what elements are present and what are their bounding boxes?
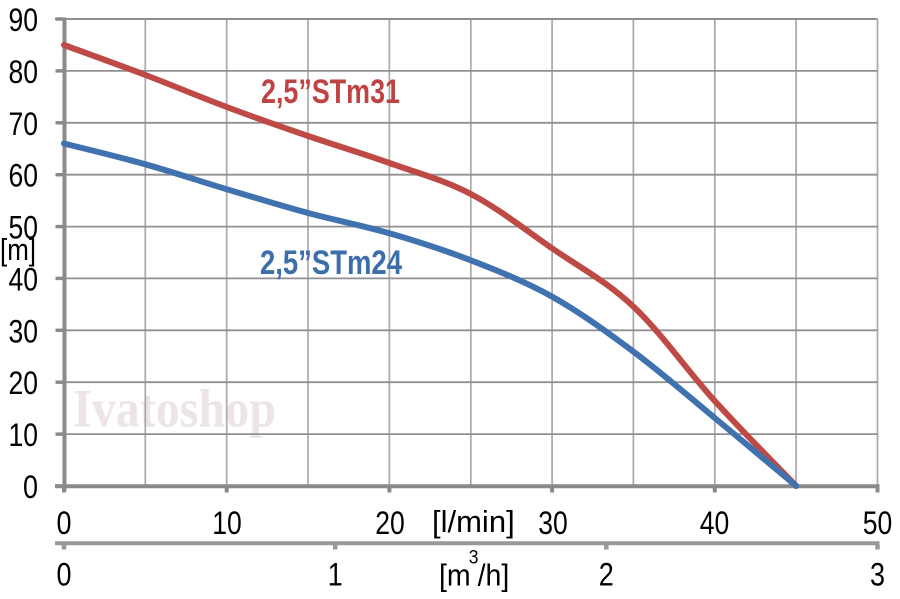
svg-text:0: 0 xyxy=(23,469,38,505)
svg-text:40: 40 xyxy=(700,505,730,541)
svg-text:20: 20 xyxy=(9,365,39,401)
svg-text:10: 10 xyxy=(212,505,242,541)
svg-text:40: 40 xyxy=(9,261,39,297)
svg-text:90: 90 xyxy=(9,2,39,38)
svg-text:50: 50 xyxy=(863,505,893,541)
svg-text:2,5”STm31: 2,5”STm31 xyxy=(261,73,400,111)
svg-text:60: 60 xyxy=(9,158,39,194)
svg-text:2,5”STm24: 2,5”STm24 xyxy=(260,244,402,282)
svg-text:[m]: [m] xyxy=(0,232,36,267)
svg-text:50: 50 xyxy=(9,210,39,246)
svg-text:70: 70 xyxy=(9,106,39,142)
svg-text:[l/min]: [l/min] xyxy=(432,504,515,539)
svg-text:0: 0 xyxy=(57,557,72,593)
svg-text:30: 30 xyxy=(538,505,568,541)
svg-text:30: 30 xyxy=(9,313,39,349)
svg-text:3: 3 xyxy=(870,557,885,593)
svg-text:1: 1 xyxy=(328,557,343,593)
svg-text:80: 80 xyxy=(9,54,39,90)
svg-text:2: 2 xyxy=(599,557,614,593)
svg-text:20: 20 xyxy=(375,505,405,541)
svg-text:10: 10 xyxy=(9,417,39,453)
svg-text:Ivatoshop: Ivatoshop xyxy=(73,379,276,439)
svg-text:0: 0 xyxy=(57,505,72,541)
